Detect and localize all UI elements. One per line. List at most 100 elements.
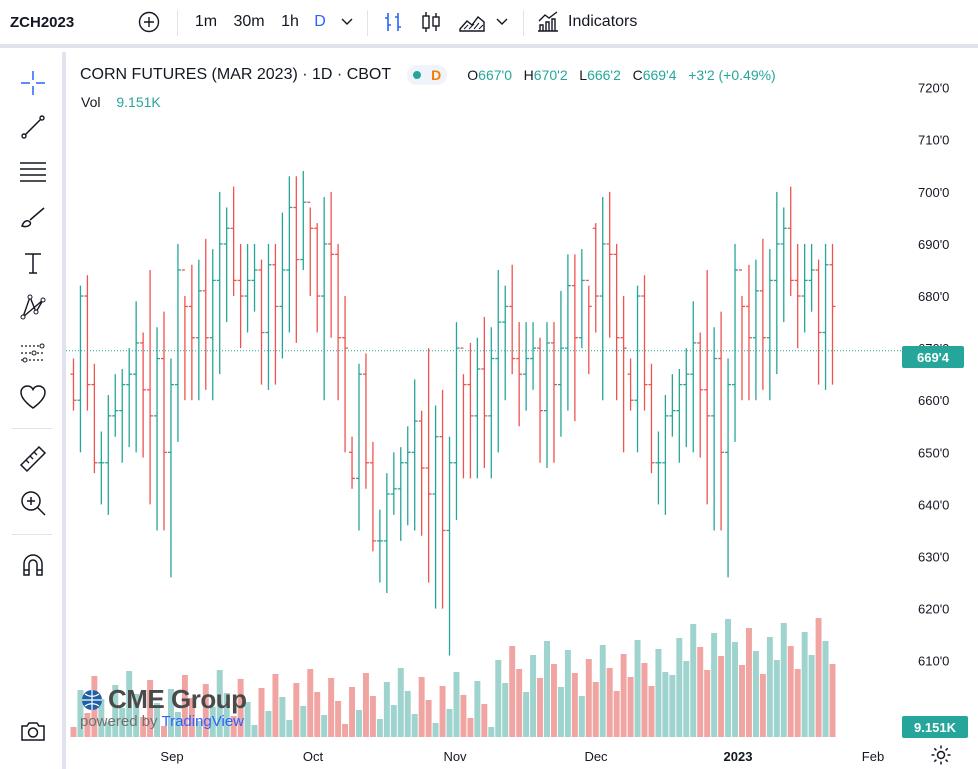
- text-tool-button[interactable]: [14, 244, 52, 282]
- time-axis-label: Feb: [862, 749, 884, 764]
- ohlc-bar: [314, 223, 321, 333]
- ohlc-bar: [641, 275, 648, 411]
- ohlc-bar: [77, 285, 84, 453]
- volume-bar: [537, 678, 544, 737]
- ohlc-bar: [286, 176, 293, 333]
- volume-bar: [509, 646, 516, 737]
- ohlc-bar: [244, 243, 251, 333]
- volume-bar: [550, 664, 557, 737]
- ohlc-bar: [195, 259, 202, 401]
- volume-bar: [167, 689, 174, 737]
- tradingview-link[interactable]: TradingView: [161, 713, 245, 730]
- ohlc-bar: [411, 379, 418, 531]
- interval-30m-button[interactable]: 30m: [233, 13, 265, 30]
- volume-bar: [655, 649, 662, 737]
- ohlc-bar: [133, 301, 140, 453]
- drawing-toolbar: [0, 52, 66, 769]
- volume-bar: [467, 718, 474, 737]
- pattern-tool-button[interactable]: [14, 288, 52, 326]
- volume-bar: [516, 669, 523, 737]
- volume-bar: [328, 678, 335, 737]
- ohlc-bar: [655, 431, 662, 505]
- indicators-button[interactable]: Indicators: [536, 0, 654, 44]
- chart-type-dropdown-button[interactable]: [492, 0, 512, 44]
- volume-bar: [237, 679, 244, 737]
- crosshair-tool-button[interactable]: [14, 64, 52, 102]
- volume-bar: [474, 681, 481, 737]
- globe-icon: [82, 689, 102, 710]
- ruler-icon: [19, 445, 47, 473]
- fib-tool-button[interactable]: [14, 152, 52, 190]
- candles-chart-type-button[interactable]: [416, 0, 446, 44]
- price-axis: 720'0710'0700'0690'0680'0670'0660'0650'0…: [918, 81, 949, 669]
- price-axis-label: 650'0: [918, 445, 949, 460]
- magnet-icon: [23, 554, 43, 576]
- volume-bar: [648, 686, 655, 737]
- volume-bar: [223, 693, 230, 737]
- price-chart[interactable]: 720'0710'0700'0690'0680'0670'0660'0650'0…: [66, 52, 978, 769]
- interval-d-button[interactable]: D: [314, 13, 326, 30]
- ohlc-bar: [140, 332, 147, 458]
- price-bars: [70, 170, 836, 656]
- volume-bar: [697, 647, 704, 737]
- zoom-in-tool-button[interactable]: [14, 484, 52, 522]
- price-axis-label: 700'0: [918, 185, 949, 200]
- volume-bar: [105, 722, 112, 737]
- measure-tool-button[interactable]: [14, 440, 52, 478]
- volume-bar: [544, 641, 550, 737]
- ohlc-bar: [683, 348, 690, 448]
- ohlc-bar: [606, 191, 613, 338]
- volume-bar: [662, 672, 669, 737]
- volume-bar: [704, 670, 711, 737]
- volume-bar: [369, 696, 376, 737]
- volume-bar: [766, 637, 773, 737]
- volume-bar: [634, 640, 641, 737]
- volume-bar: [251, 725, 258, 737]
- interval-1m-button[interactable]: 1m: [194, 13, 218, 30]
- volume-bar: [265, 711, 272, 737]
- ohlc-bar: [738, 269, 745, 401]
- volume-bar: [801, 632, 808, 737]
- volume-bar: [383, 682, 390, 737]
- volume-bar: [161, 726, 167, 737]
- chart-settings-button[interactable]: [930, 744, 952, 766]
- ohlc-bar: [829, 243, 836, 385]
- price-axis-label: 720'0: [918, 81, 949, 96]
- ohlc-bar: [188, 264, 195, 401]
- symbol-search[interactable]: ZCH2023: [10, 13, 75, 31]
- trend-line-tool-button[interactable]: [14, 108, 52, 146]
- brush-tool-button[interactable]: [14, 198, 52, 236]
- ohlc-bar: [690, 301, 697, 453]
- pattern-icon: [20, 294, 46, 320]
- brush-icon: [21, 207, 45, 228]
- snapshot-button[interactable]: [14, 712, 52, 750]
- area-chart-type-button[interactable]: [454, 0, 490, 44]
- volume-value: 9.151K: [116, 94, 161, 110]
- high-value: 670'2: [533, 67, 568, 83]
- text-icon: [25, 253, 41, 274]
- volume-bar: [627, 677, 634, 737]
- heart-icon: [20, 385, 46, 409]
- trend-line-icon: [21, 115, 45, 139]
- compare-symbol-button[interactable]: [134, 0, 164, 44]
- forecast-tool-button[interactable]: [14, 334, 52, 372]
- ohlc-bar: [251, 243, 258, 312]
- volume-bar: [732, 642, 739, 737]
- market-status-pill[interactable]: D: [407, 65, 448, 85]
- ohlc-bar: [258, 259, 265, 385]
- bars-chart-type-button[interactable]: [378, 0, 408, 44]
- ohlc-bar: [307, 201, 314, 297]
- volume-bar: [711, 633, 718, 737]
- volume-bar: [773, 660, 780, 737]
- low-key: L: [579, 67, 588, 83]
- favorites-tool-button[interactable]: [14, 378, 52, 416]
- ohlc-bar: [578, 249, 585, 349]
- price-axis-label: 710'0: [918, 133, 949, 148]
- volume-bar: [759, 674, 766, 737]
- volume-bar: [495, 660, 502, 737]
- interval-1h-button[interactable]: 1h: [281, 13, 299, 30]
- ohlc-bar: [815, 259, 822, 385]
- interval-dropdown-button[interactable]: [336, 0, 358, 44]
- magnet-tool-button[interactable]: [14, 546, 52, 584]
- chart-area[interactable]: 720'0710'0700'0690'0680'0670'0660'0650'0…: [66, 52, 978, 769]
